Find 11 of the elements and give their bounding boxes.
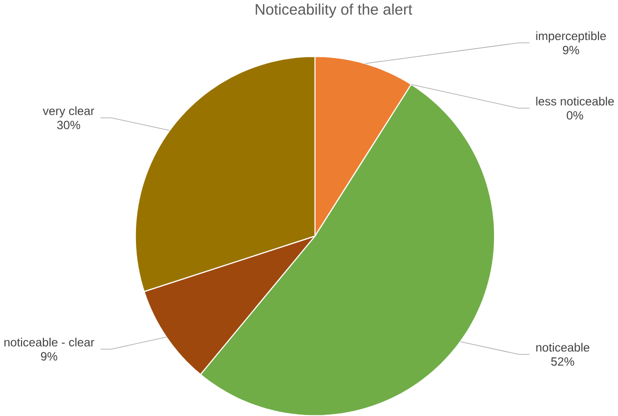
- text: 0%: [566, 111, 584, 120]
- slice-label: very clear: [42, 106, 94, 118]
- data-label: 9%: [562, 46, 580, 54]
- data-label: 30%: [57, 120, 80, 130]
- data-label: 52%: [551, 357, 574, 366]
- data-label: 9%: [40, 352, 58, 360]
- slice-label: imperceptible: [536, 31, 606, 42]
- category-label: less noticeable: [536, 96, 614, 106]
- chart-title: Noticeability of the alert: [256, 3, 412, 18]
- slice-label: noticeable: [536, 342, 590, 352]
- slice-label: noticeable - clear: [4, 338, 94, 346]
